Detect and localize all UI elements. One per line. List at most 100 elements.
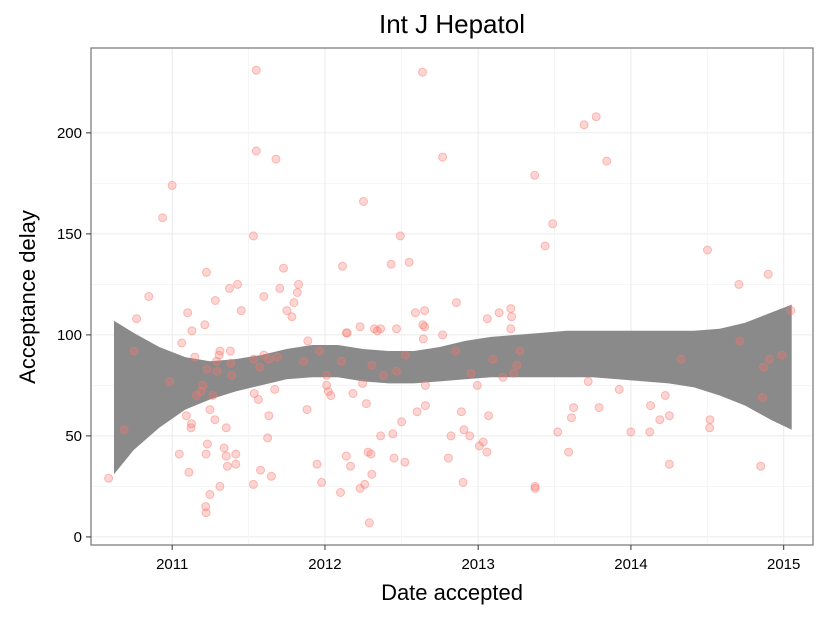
data-point [293, 289, 301, 297]
data-point [646, 428, 654, 436]
data-point [203, 440, 211, 448]
data-point [757, 462, 765, 470]
data-point [421, 323, 429, 331]
data-point [778, 351, 786, 359]
data-point [549, 220, 557, 228]
data-point [398, 418, 406, 426]
data-point [226, 347, 234, 355]
data-point [265, 355, 273, 363]
data-point [401, 351, 409, 359]
data-point [787, 307, 795, 315]
data-point [256, 363, 264, 371]
data-point [706, 416, 714, 424]
data-point [327, 392, 335, 400]
data-point [362, 400, 370, 408]
data-point [439, 331, 447, 339]
data-point [213, 367, 221, 375]
x-tick-label: 2015 [767, 556, 800, 573]
data-point [252, 66, 260, 74]
data-point [318, 478, 326, 486]
data-point [234, 280, 242, 288]
data-point [452, 299, 460, 307]
data-point [368, 470, 376, 478]
data-point [303, 406, 311, 414]
data-point [704, 246, 712, 254]
data-point [413, 408, 421, 416]
data-point [460, 426, 468, 434]
data-point [276, 284, 284, 292]
data-point [447, 432, 455, 440]
data-point [495, 309, 503, 317]
data-point [405, 258, 413, 266]
data-point [507, 305, 515, 313]
y-tick-label: 150 [57, 226, 82, 243]
data-point [166, 377, 174, 385]
data-point [222, 452, 230, 460]
data-point [592, 113, 600, 121]
data-point [202, 450, 210, 458]
data-point [133, 315, 141, 323]
data-point [377, 432, 385, 440]
data-point [764, 270, 772, 278]
data-point [271, 385, 279, 393]
data-point [459, 478, 467, 486]
data-point [361, 480, 369, 488]
data-point [419, 335, 427, 343]
data-point [396, 232, 404, 240]
data-point [339, 262, 347, 270]
data-point [356, 323, 364, 331]
data-point [419, 68, 427, 76]
y-tick-label: 200 [57, 125, 82, 142]
data-point [272, 155, 280, 163]
data-point [267, 472, 275, 480]
data-point [105, 474, 113, 482]
data-point [337, 489, 345, 497]
data-point [479, 438, 487, 446]
data-point [359, 379, 367, 387]
data-point [342, 452, 350, 460]
data-point [365, 519, 373, 527]
data-point [222, 424, 230, 432]
data-point [120, 426, 128, 434]
data-point [178, 339, 186, 347]
data-point [201, 321, 209, 329]
data-point [393, 367, 401, 375]
data-point [584, 377, 592, 385]
data-point [377, 325, 385, 333]
data-point [175, 450, 183, 458]
data-point [736, 337, 744, 345]
data-point [531, 484, 539, 492]
x-tick-label: 2014 [614, 556, 647, 573]
data-point [232, 450, 240, 458]
data-point [347, 462, 355, 470]
x-axis-title: Date accepted [381, 580, 523, 605]
data-point [457, 408, 465, 416]
data-point [473, 381, 481, 389]
data-point [280, 264, 288, 272]
data-point [188, 327, 196, 335]
data-point [130, 347, 138, 355]
data-point [250, 355, 258, 363]
data-point [508, 313, 516, 321]
data-point [758, 394, 766, 402]
data-point [467, 369, 475, 377]
data-point [237, 307, 245, 315]
data-point [223, 462, 231, 470]
data-point [252, 147, 260, 155]
x-tick-label: 2013 [461, 556, 494, 573]
data-point [580, 121, 588, 129]
data-point [168, 181, 176, 189]
data-point [211, 416, 219, 424]
data-point [360, 198, 368, 206]
data-point [665, 460, 673, 468]
data-point [489, 355, 497, 363]
data-point [226, 284, 234, 292]
data-point [393, 325, 401, 333]
data-point [627, 428, 635, 436]
data-point [554, 428, 562, 436]
data-point [565, 448, 573, 456]
data-point [203, 365, 211, 373]
data-point [264, 434, 272, 442]
data-point [323, 371, 331, 379]
data-point [288, 313, 296, 321]
